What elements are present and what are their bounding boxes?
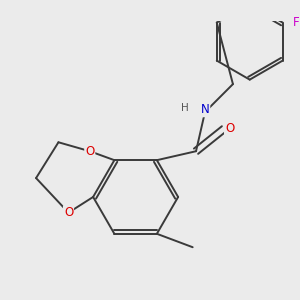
Text: O: O: [64, 206, 73, 219]
Text: N: N: [201, 103, 209, 116]
Text: H: H: [181, 103, 189, 112]
Text: O: O: [225, 122, 234, 135]
Text: O: O: [85, 145, 94, 158]
Text: F: F: [293, 16, 299, 29]
